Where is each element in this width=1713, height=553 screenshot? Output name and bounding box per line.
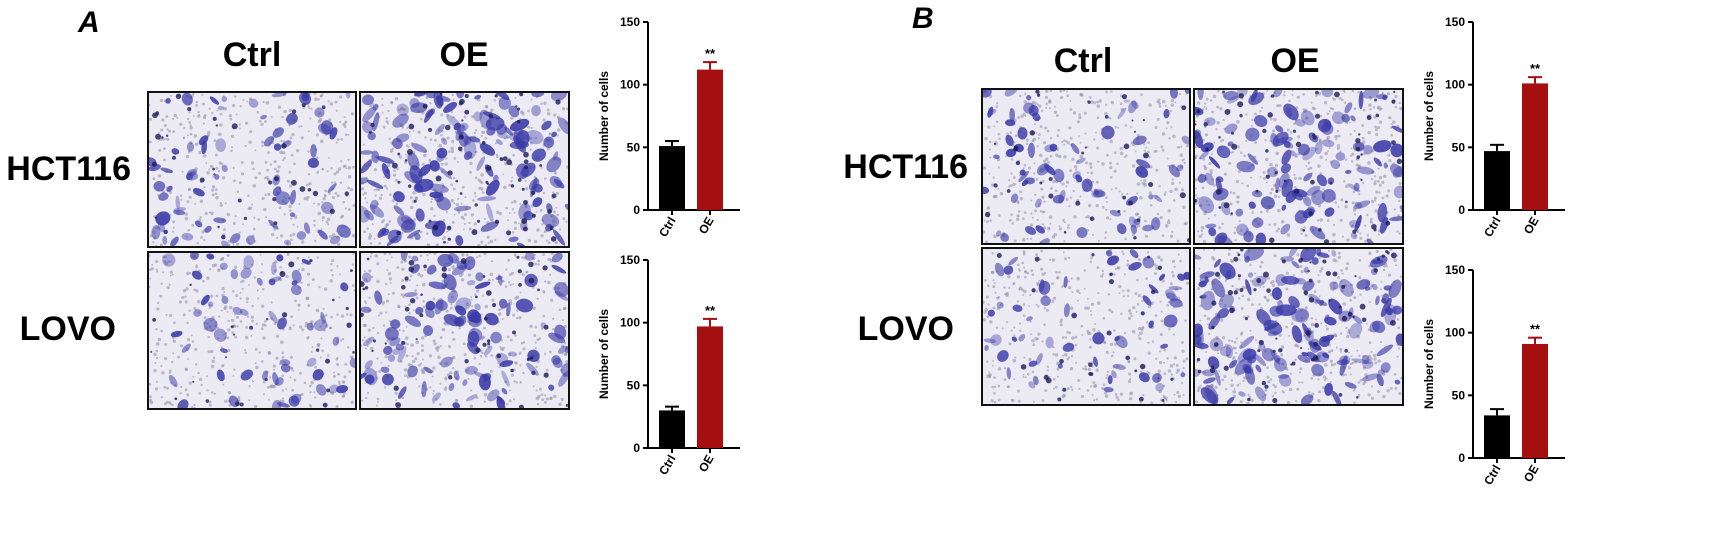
y-tick-label: 150 [1445, 15, 1465, 29]
panel-b-row-label-lovo: LOVO [857, 310, 954, 348]
x-tick-label: Ctrl [656, 215, 678, 240]
y-axis-label: Number of cells [597, 309, 611, 399]
x-tick-label: OE [696, 215, 717, 237]
significance-label: ** [705, 46, 716, 61]
y-tick-label: 0 [633, 441, 640, 455]
micrograph-b-lovo-oe [1193, 247, 1404, 406]
micrograph-a-lovo-oe [359, 251, 570, 410]
panel-a-col-label-ctrl: Ctrl [222, 36, 282, 74]
y-tick-label: 50 [1452, 388, 1466, 402]
y-tick-label: 100 [620, 316, 640, 330]
significance-label: ** [1530, 61, 1541, 76]
bar-chart-a-hct116: 0 50 100 150 Number of cells Ctrl OE ** [597, 15, 740, 240]
bar-oe [1522, 343, 1548, 458]
y-tick-label: 50 [627, 140, 641, 154]
micrograph-texture [983, 90, 1189, 243]
significance-label: ** [705, 303, 716, 318]
bar-oe [697, 69, 723, 210]
x-tick-label: OE [1521, 463, 1542, 485]
x-tick-label: OE [1521, 215, 1542, 237]
x-tick-label: Ctrl [1481, 463, 1503, 488]
y-axis-label: Number of cells [597, 71, 611, 161]
bar-ctrl [659, 146, 685, 210]
y-tick-label: 150 [620, 253, 640, 267]
panel-b-letter: B [912, 2, 934, 35]
y-tick-label: 100 [1445, 326, 1465, 340]
micrograph-a-hct116-ctrl [147, 91, 357, 248]
micrograph-a-lovo-ctrl [147, 251, 357, 410]
micrograph-texture [361, 253, 568, 408]
x-tick-label: Ctrl [1481, 215, 1503, 240]
micrograph-texture [149, 253, 355, 408]
panel-a-letter: A [78, 6, 100, 39]
bar-ctrl [659, 410, 685, 448]
y-tick-label: 50 [627, 378, 641, 392]
bar-oe [697, 326, 723, 448]
bar-chart-b-lovo: 0 50 100 150 Number of cells Ctrl OE ** [1422, 263, 1565, 488]
bar-ctrl [1484, 415, 1510, 458]
micrograph-texture [361, 93, 568, 246]
bar-chart-a-lovo: 0 50 100 150 Number of cells Ctrl OE ** [597, 253, 740, 478]
x-tick-label: OE [696, 453, 717, 475]
micrograph-texture [149, 93, 355, 246]
x-tick-label: Ctrl [656, 453, 678, 478]
panel-a-row-label-lovo: LOVO [19, 310, 116, 348]
y-tick-label: 0 [633, 203, 640, 217]
micrograph-texture [983, 249, 1189, 404]
panel-a-row-label-hct116: HCT116 [6, 150, 131, 188]
micrograph-a-hct116-oe [359, 91, 570, 248]
y-tick-label: 150 [1445, 263, 1465, 277]
micrograph-b-hct116-oe [1193, 88, 1404, 245]
bar-ctrl [1484, 151, 1510, 210]
y-tick-label: 150 [620, 15, 640, 29]
panel-a-col-label-oe: OE [439, 36, 489, 74]
y-tick-label: 100 [620, 78, 640, 92]
y-axis-label: Number of cells [1422, 71, 1436, 161]
micrograph-b-lovo-ctrl [981, 247, 1191, 406]
micrograph-texture [1195, 249, 1402, 404]
significance-label: ** [1530, 322, 1541, 337]
y-tick-label: 0 [1458, 451, 1465, 465]
y-tick-label: 50 [1452, 140, 1466, 154]
panel-b-row-label-hct116: HCT116 [843, 148, 968, 186]
micrograph-texture [1195, 90, 1402, 243]
y-axis-label: Number of cells [1422, 319, 1436, 409]
panel-b-col-label-ctrl: Ctrl [1053, 42, 1113, 80]
micrograph-b-hct116-ctrl [981, 88, 1191, 245]
bar-chart-b-hct116: 0 50 100 150 Number of cells Ctrl OE ** [1422, 15, 1565, 240]
bar-oe [1522, 83, 1548, 210]
panel-b-col-label-oe: OE [1270, 42, 1320, 80]
y-tick-label: 100 [1445, 78, 1465, 92]
y-tick-label: 0 [1458, 203, 1465, 217]
